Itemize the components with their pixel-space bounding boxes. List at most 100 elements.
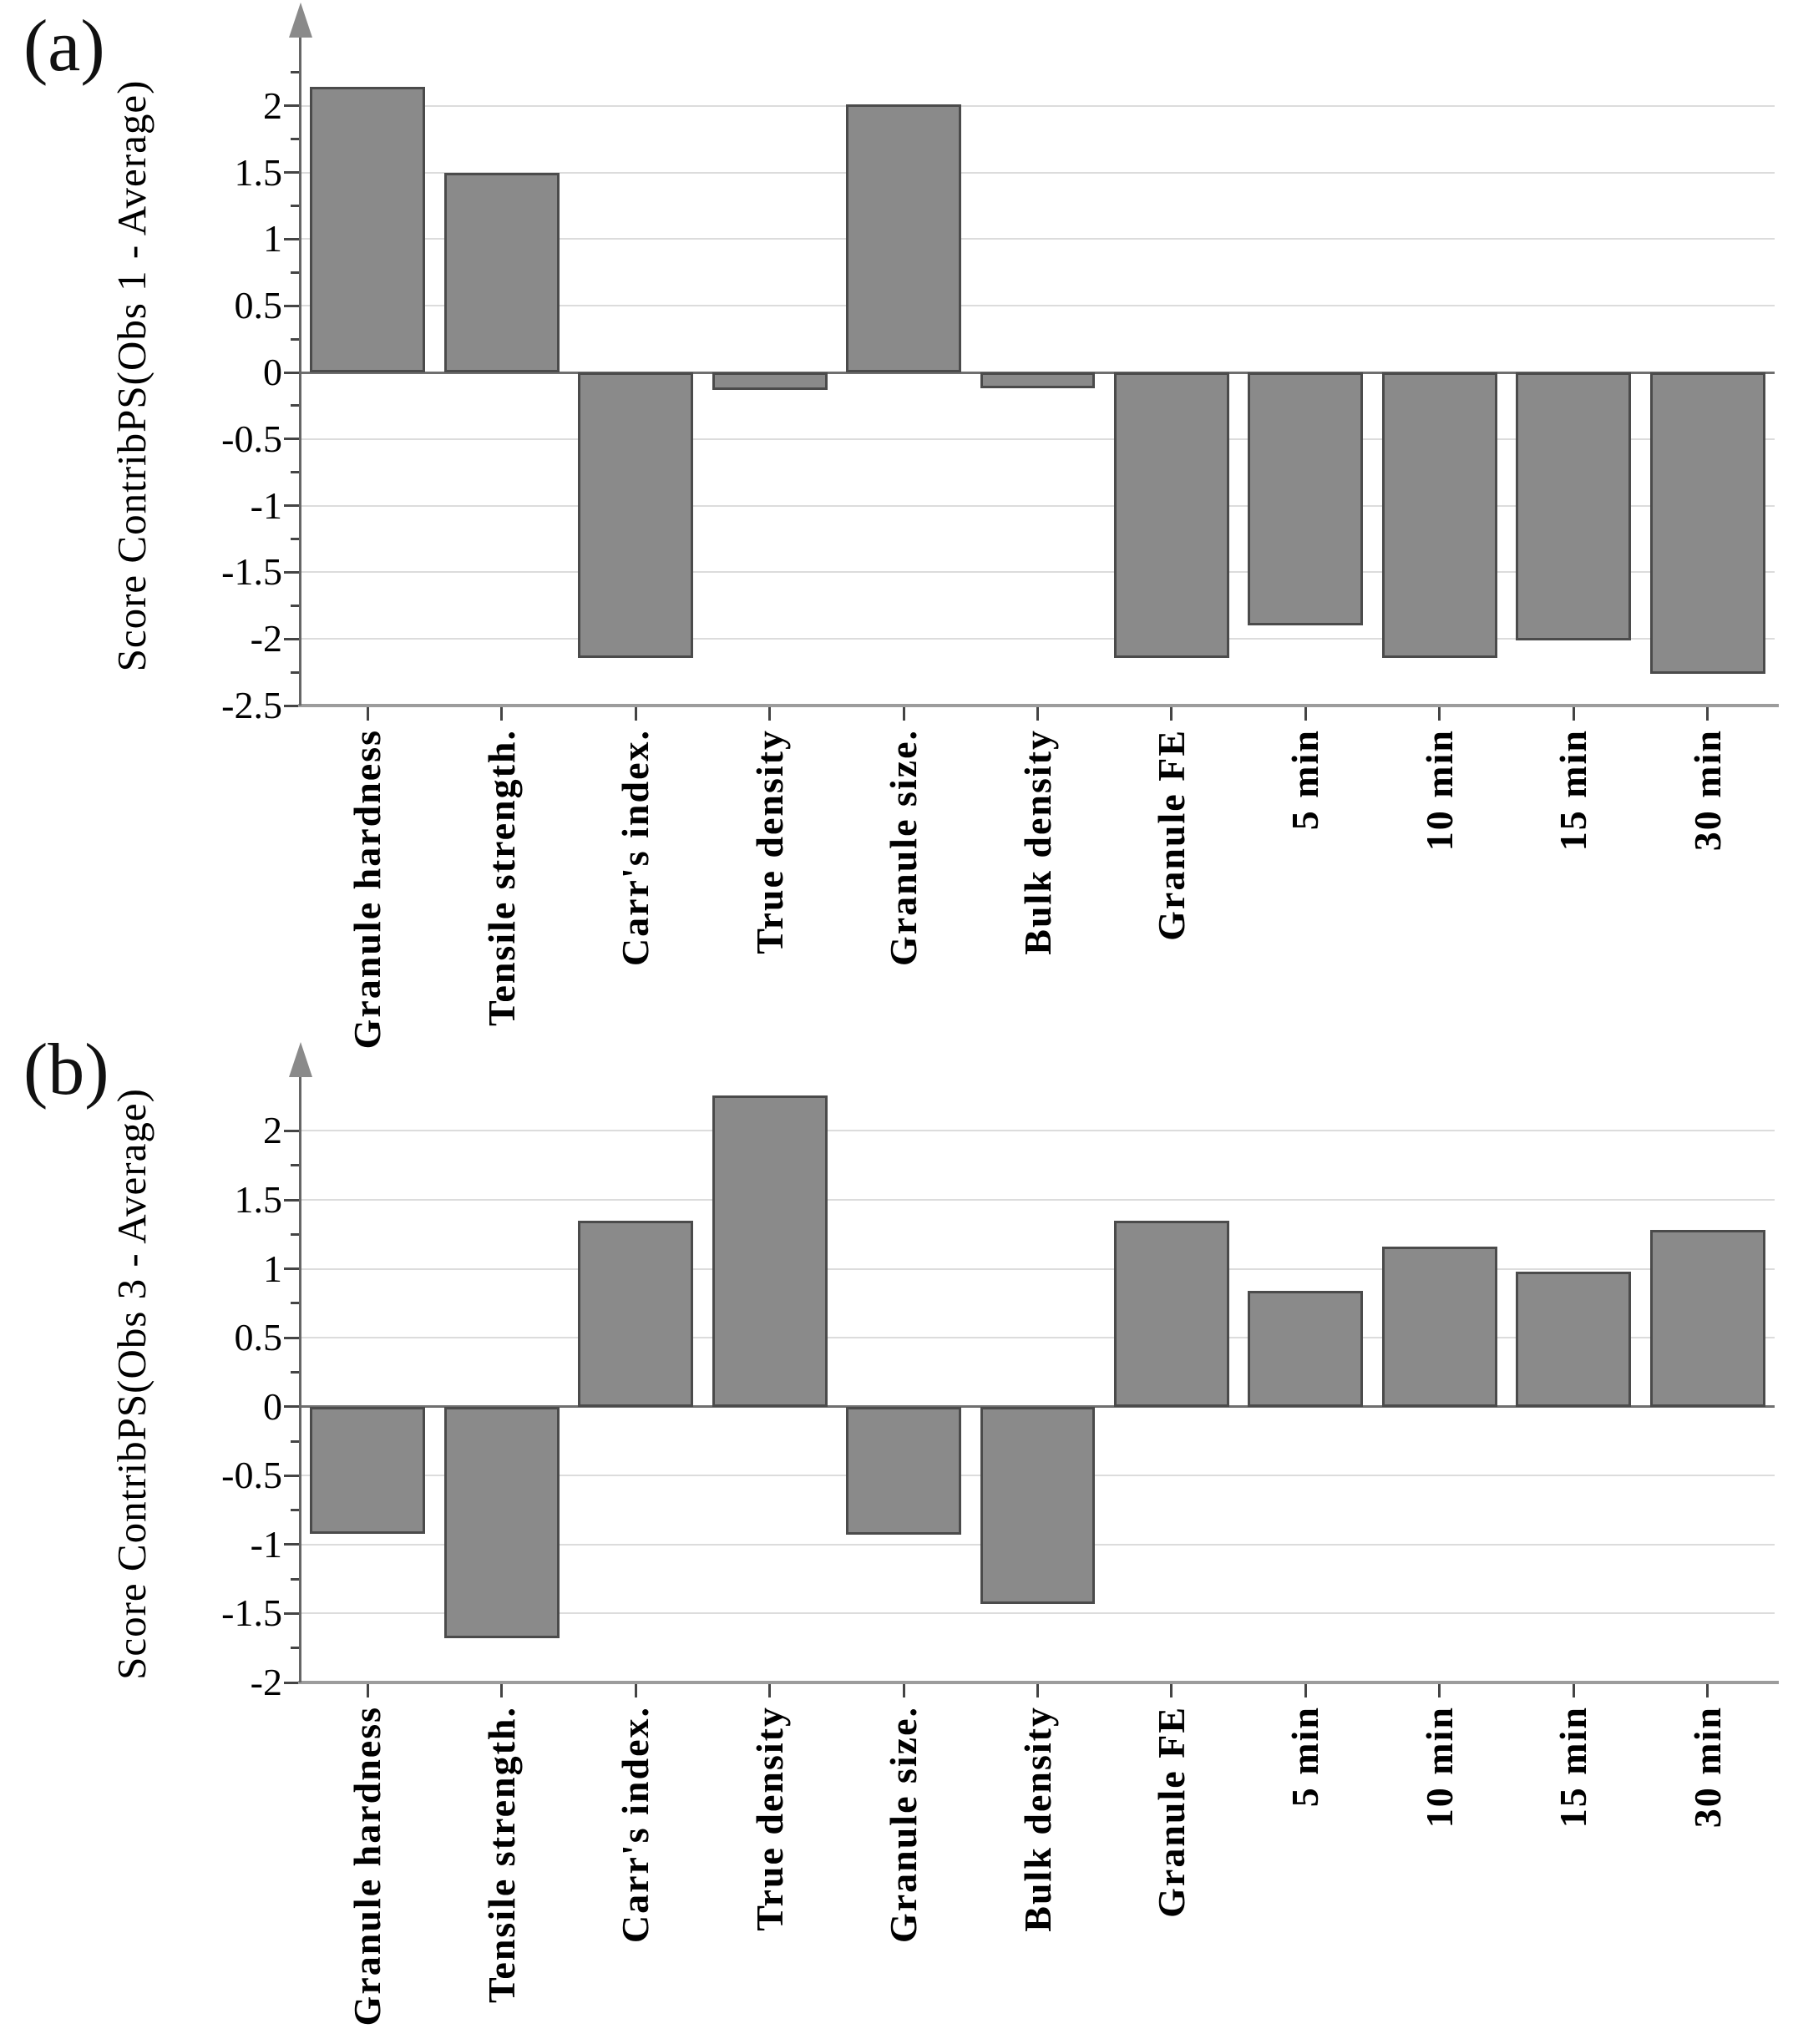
bar [846,1406,962,1536]
x-tick [500,707,504,721]
gridline [301,438,1775,440]
gridline [301,571,1775,574]
bar [712,372,828,390]
y-axis-line [299,1070,301,1682]
y-tick-label: -1 [250,1522,282,1566]
x-category-label: Tensile strength. [479,1706,523,2004]
bar [310,1406,426,1534]
y-tick-label: 0 [263,1384,282,1428]
bar [1649,372,1765,674]
x-axis-line [298,704,1779,707]
y-major-tick [284,1129,301,1132]
y-minor-tick [291,337,301,341]
x-tick [1304,707,1307,721]
gridline [301,171,1775,174]
bar [443,1406,560,1639]
x-category-label: True density [747,1706,791,1931]
y-tick-label: 2 [263,83,282,127]
y-major-tick [284,1198,301,1202]
x-tick [366,1684,369,1697]
x-category-label: 5 min [1284,729,1327,831]
bar [578,372,694,658]
x-category-label: Bulk density [1016,729,1059,955]
y-tick-label: -0.5 [221,1454,282,1497]
bar [1113,372,1229,658]
x-category-label: Granule FE [1149,1706,1193,1918]
x-category-label: 30 min [1685,729,1729,852]
y-major-tick [284,1267,301,1271]
y-tick-label: -2 [250,1661,282,1703]
x-tick [366,707,369,721]
y-major-tick [284,637,301,640]
x-tick [1572,707,1575,721]
y-minor-tick [291,71,301,74]
y-major-tick [284,237,301,240]
y-axis-title-b: Score ContribPS(Obs 3 - Average) [109,1088,154,1680]
bar [1248,372,1364,626]
y-tick-label: 0.5 [234,1316,283,1359]
x-tick [902,707,905,721]
bar [712,1095,828,1407]
panel-b-label: (b) [23,1030,109,1111]
y-minor-tick [291,670,301,674]
y-minor-tick [291,205,301,207]
y-major-tick [284,504,301,508]
x-tick [634,1684,637,1697]
x-tick [1170,707,1173,721]
x-category-label: Granule hardness [346,1706,389,2026]
bar [980,372,1096,389]
bar [443,172,560,372]
x-tick [902,1684,905,1697]
y-minor-tick [291,1647,301,1650]
y-major-tick [284,371,301,374]
x-tick [1438,1684,1441,1697]
x-category-label: Tensile strength. [479,729,523,1027]
y-minor-tick [291,1232,301,1236]
y-minor-tick [291,604,301,607]
y-axis-line [299,31,301,706]
y-axis-title-a: Score ContribPS(Obs 1 - Average) [109,79,154,672]
y-tick-label: 2 [263,1109,282,1152]
gridline [301,1612,1775,1615]
y-minor-tick [291,404,301,407]
y-tick-label: -0.5 [221,417,282,460]
x-tick [1036,707,1039,721]
bar [1248,1291,1364,1407]
gridline [301,1267,1775,1270]
bar [846,104,962,372]
y-minor-tick [291,471,301,474]
bar [310,87,426,372]
y-minor-tick [291,1164,301,1167]
y-major-tick [284,171,301,175]
y-major-tick [284,1336,301,1339]
bar [980,1406,1096,1604]
y-minor-tick [291,1439,301,1443]
y-tick-label: -1.5 [221,1591,282,1635]
bar [1381,1247,1497,1407]
x-category-label: 10 min [1417,1706,1461,1829]
gridline [301,1130,1775,1132]
x-category-label: 15 min [1552,729,1595,852]
y-tick-label: 1 [263,1247,282,1290]
x-category-label: Carr's index. [614,729,657,967]
y-minor-tick [291,138,301,141]
y-tick-label: 1.5 [234,150,283,194]
y-major-tick [284,104,301,108]
x-tick [1706,707,1709,721]
bar [1516,1271,1632,1407]
y-minor-tick [291,1370,301,1374]
y-tick-label: -1 [250,483,282,527]
gridline [301,504,1775,507]
bar [1381,372,1497,658]
y-tick-label: -2 [250,617,282,660]
y-minor-tick [291,538,301,540]
gridline [301,104,1775,107]
x-tick [500,1684,504,1697]
y-tick-label: 0.5 [234,284,283,327]
y-axis-arrow-icon [288,1042,312,1077]
panel-a-label: (a) [23,6,105,87]
x-category-label: Granule hardness [346,729,389,1050]
x-axis-line [298,1681,1779,1684]
y-major-tick [284,570,301,574]
